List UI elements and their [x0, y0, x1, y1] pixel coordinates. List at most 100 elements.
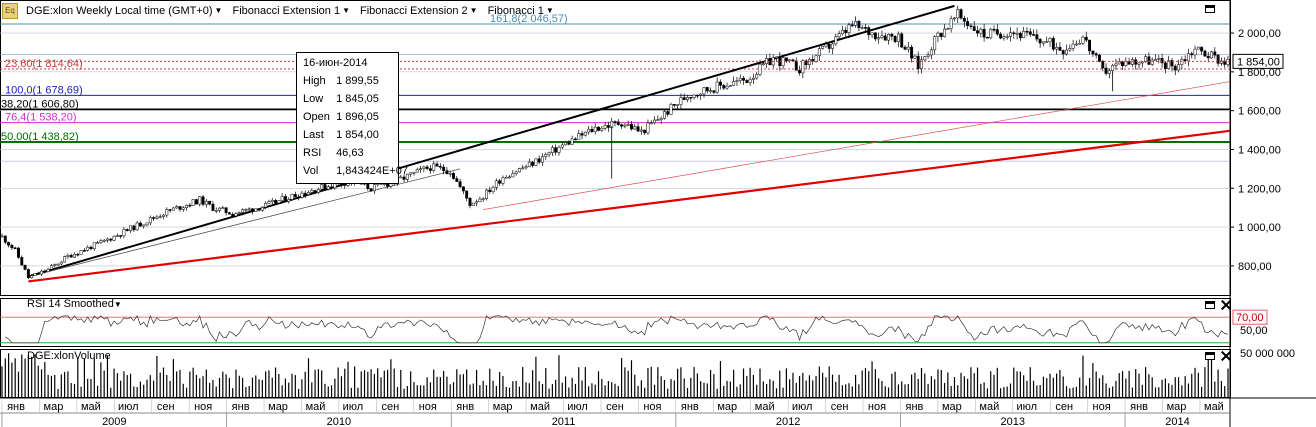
candle-body	[63, 256, 67, 263]
candle-body	[13, 247, 17, 250]
trend-line-fine	[483, 81, 1231, 210]
candle-body	[435, 163, 439, 167]
candle-body	[511, 173, 515, 178]
candle-body	[541, 156, 544, 163]
tooltip-key: High	[303, 75, 326, 87]
tooltip-key: RSI	[303, 147, 322, 159]
candle-body	[560, 144, 564, 148]
candle-body	[494, 180, 498, 188]
candle-body	[1065, 49, 1068, 55]
symbol-dropdown[interactable]: DGE:xlon Weekly Local time (GMT+0) ▼	[26, 5, 222, 17]
indicator-label: Fibonacci 1	[487, 4, 544, 17]
candle-body	[106, 238, 109, 241]
candle-body	[1058, 47, 1062, 51]
candle-body	[1196, 46, 1200, 50]
tooltip-value: 1 896,05	[336, 111, 379, 123]
candle-body	[237, 212, 241, 214]
rsi-70-box	[1232, 309, 1268, 325]
candle-body	[989, 28, 993, 39]
maximize-volume-panel-button[interactable]	[1205, 352, 1215, 360]
chevron-down-icon: ▼	[214, 6, 223, 15]
maximize-rsi-panel-button[interactable]	[1205, 301, 1215, 309]
rsi-panel-title[interactable]: RSI 14 Smoothed▼	[27, 298, 122, 310]
candle-body	[1078, 42, 1082, 45]
candle-body	[524, 166, 528, 169]
candle-body	[280, 196, 284, 201]
candle-body	[1051, 37, 1055, 50]
candle-body	[1147, 56, 1151, 65]
candle-body	[890, 33, 894, 37]
tooltip-row-high: High 1 899,55	[303, 72, 396, 90]
indicator-dropdown-fib-ext-1[interactable]: Fibonacci Extension 1 ▼	[232, 5, 350, 17]
trend-line-upper	[28, 4, 955, 278]
candle-body	[1081, 36, 1085, 44]
candle-body	[188, 204, 192, 207]
candle-body	[824, 43, 828, 47]
candle-body	[1098, 54, 1101, 62]
candle-body	[142, 224, 146, 227]
candle-body	[125, 229, 129, 231]
candle-body	[567, 142, 571, 145]
candle-body	[508, 176, 511, 179]
maximize-price-panel-button[interactable]	[1205, 5, 1215, 13]
candle-body	[583, 131, 587, 136]
candle-body	[1210, 51, 1213, 59]
candle-body	[1068, 48, 1072, 51]
candle-body	[1167, 60, 1171, 69]
chart-app-icon[interactable]: Eq	[2, 3, 18, 19]
candle-body	[827, 43, 831, 49]
candle-body	[896, 33, 900, 42]
candle-body	[247, 208, 251, 211]
close-volume-panel-icon[interactable]	[1221, 351, 1231, 361]
candle-body	[448, 173, 452, 175]
candle-body	[112, 235, 116, 241]
tooltip-key: Last	[303, 129, 324, 141]
last-price-box	[1232, 53, 1284, 69]
candle-body	[310, 190, 314, 193]
candle-body	[468, 197, 472, 206]
candle-body	[946, 28, 950, 30]
candle-body	[1022, 30, 1026, 39]
candle-body	[547, 152, 551, 155]
candle-body	[59, 261, 63, 265]
candle-body	[185, 204, 189, 208]
candle-body	[807, 59, 811, 66]
candle-body	[132, 225, 136, 231]
candle-body	[784, 57, 788, 62]
month-label: сен	[831, 401, 849, 413]
candle-body	[1025, 30, 1029, 33]
month-label: июл	[118, 401, 139, 413]
candle-body	[175, 206, 179, 209]
candle-body	[36, 273, 40, 275]
candle-body	[788, 59, 792, 62]
candle-body	[1002, 36, 1006, 39]
indicator-dropdown-fib-ext-2[interactable]: Fibonacci Extension 2 ▼	[360, 5, 478, 17]
candle-body	[593, 126, 597, 132]
month-label: май	[306, 401, 326, 413]
candle-body	[534, 158, 538, 166]
candle-body	[425, 166, 429, 169]
month-label: сен	[381, 401, 399, 413]
indicator-dropdown-fib-1[interactable]: Fibonacci 1 ▼	[488, 5, 554, 17]
candle-body	[995, 29, 999, 35]
candle-body	[20, 257, 24, 266]
candle-body	[903, 46, 907, 50]
candle-body	[152, 217, 156, 219]
candle-body	[857, 21, 861, 28]
candle-body	[405, 173, 409, 180]
candle-body	[1015, 32, 1019, 35]
close-rsi-panel-icon[interactable]	[1221, 300, 1231, 310]
candle-body	[804, 60, 808, 66]
candle-body	[485, 189, 488, 200]
candle-body	[409, 172, 413, 175]
candle-body	[76, 253, 80, 256]
candle-body	[267, 201, 271, 204]
month-label: июл	[343, 401, 364, 413]
tooltip-row-open: Open 1 896,05	[303, 108, 396, 126]
candle-body	[316, 188, 320, 193]
candle-body	[1206, 55, 1210, 59]
candle-body	[910, 46, 914, 59]
candle-body	[725, 85, 729, 89]
candle-body	[135, 222, 139, 231]
